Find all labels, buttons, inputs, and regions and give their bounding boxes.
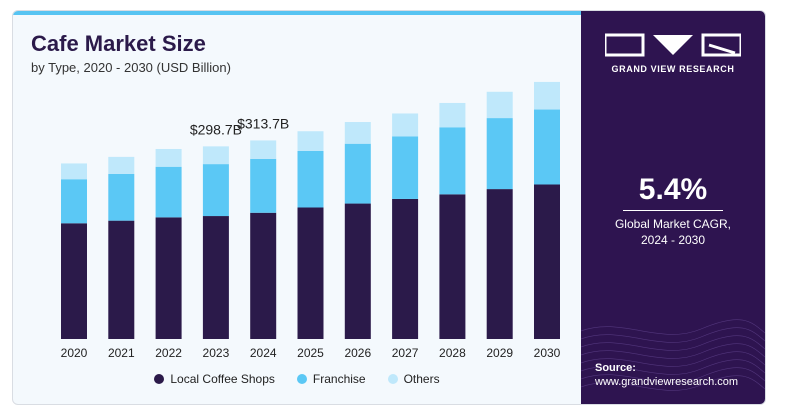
brand-name: GRAND VIEW RESEARCH	[611, 64, 735, 74]
bar-franchise-2021	[108, 173, 135, 221]
bar-others-2020	[61, 163, 87, 180]
x-tick-label: 2023	[203, 346, 230, 360]
bar-franchise-2024	[250, 158, 277, 213]
chart-legend: Local Coffee Shops Franchise Others	[13, 372, 581, 386]
bar-local-coffee-shops-2030	[534, 184, 560, 339]
bar-others-2022	[155, 148, 182, 167]
bar-local-coffee-shops-2027	[392, 198, 419, 339]
x-tick-label: 2026	[344, 346, 371, 360]
x-tick-label: 2029	[486, 346, 513, 360]
bar-franchise-2026	[344, 143, 371, 204]
x-tick-label: 2022	[155, 346, 182, 360]
divider	[623, 210, 723, 211]
bar-franchise-2025	[297, 150, 324, 208]
bar-local-coffee-shops-2021	[108, 220, 135, 339]
bar-others-2026	[344, 122, 371, 144]
insight-panel: GRAND VIEW RESEARCH 5.4% Global Market C…	[581, 11, 765, 404]
x-tick-label: 2030	[534, 346, 561, 360]
cagr-label: Global Market CAGR, 2024 - 2030	[581, 216, 765, 248]
bar-local-coffee-shops-2026	[344, 203, 371, 339]
bar-local-coffee-shops-2024	[250, 212, 277, 339]
x-tick-label: 2021	[108, 346, 135, 360]
bar-others-2030	[534, 81, 560, 110]
source-url[interactable]: www.grandviewresearch.com	[595, 376, 739, 388]
legend-label: Local Coffee Shops	[170, 372, 275, 386]
chart-card: Cafe Market Size by Type, 2020 - 2030 (U…	[12, 10, 766, 405]
bar-franchise-2020	[61, 179, 87, 224]
chart-title: Cafe Market Size	[31, 31, 206, 56]
bar-franchise-2029	[486, 118, 513, 190]
bar-local-coffee-shops-2022	[155, 217, 182, 339]
bar-local-coffee-shops-2025	[297, 207, 324, 339]
cagr-value: 5.4%	[638, 173, 708, 206]
bar-local-coffee-shops-2029	[486, 189, 513, 339]
x-tick-label: 2027	[392, 346, 419, 360]
cagr-label-line2: 2024 - 2030	[640, 233, 706, 247]
bar-franchise-2022	[155, 166, 182, 218]
bar-chart: 2020 2021 2022 2023 2024 2025 2026 2027 2028 2029…	[61, 81, 561, 360]
grand-view-research-logo	[605, 33, 741, 57]
bar-franchise-2023	[202, 164, 229, 217]
bar-others-2025	[297, 131, 324, 151]
source-label: Source:	[595, 362, 636, 374]
bar-others-2028	[439, 102, 466, 128]
bar-others-2021	[108, 156, 135, 174]
wave-pattern	[581, 319, 765, 391]
legend-label: Others	[403, 372, 440, 386]
legend-item-local-coffee-shops: Local Coffee Shops	[154, 372, 275, 386]
bar-others-2023	[202, 146, 229, 165]
legend-item-others: Others	[387, 372, 440, 386]
cagr-label-line1: Global Market CAGR,	[614, 217, 732, 231]
bar-franchise-2030	[534, 109, 560, 185]
bar-others-2029	[486, 91, 513, 119]
x-tick-label: 2024	[250, 346, 277, 360]
legend-label: Franchise	[312, 372, 366, 386]
legend-swatch	[387, 374, 398, 384]
x-tick-label: 2020	[61, 346, 88, 360]
accent-line	[13, 11, 581, 15]
chart-subtitle: by Type, 2020 - 2030 (USD Billion)	[31, 60, 231, 75]
data-label-2024: $313.7B	[237, 115, 289, 131]
data-label-2023: $298.7B	[190, 121, 242, 137]
bar-local-coffee-shops-2028	[439, 194, 466, 339]
bar-local-coffee-shops-2023	[202, 216, 229, 339]
source-note: Source: www.grandviewresearch.com	[595, 361, 738, 389]
bar-others-2027	[392, 113, 419, 137]
bar-others-2024	[250, 140, 277, 159]
x-tick-label: 2025	[297, 346, 324, 360]
legend-item-franchise: Franchise	[296, 372, 366, 386]
legend-swatch	[154, 374, 165, 384]
x-tick-label: 2028	[439, 346, 466, 360]
bar-local-coffee-shops-2020	[61, 223, 87, 339]
bar-franchise-2028	[439, 127, 466, 195]
legend-swatch	[296, 374, 307, 384]
bar-franchise-2027	[392, 136, 419, 199]
